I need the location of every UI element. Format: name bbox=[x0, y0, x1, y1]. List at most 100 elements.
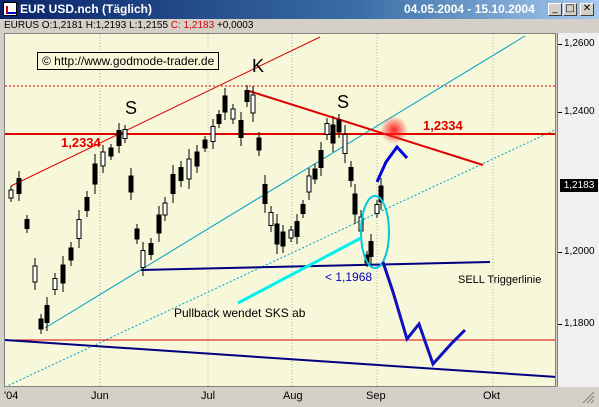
title-bar[interactable]: EUR USD.nch (Täglich) 04.05.2004 - 15.10… bbox=[0, 0, 599, 19]
candle-body bbox=[140, 250, 146, 268]
candle-body bbox=[128, 175, 134, 193]
pullback-label: Pullback wendet SKS ab bbox=[174, 306, 306, 320]
candle-body bbox=[186, 158, 192, 180]
neckline bbox=[140, 261, 491, 271]
candle-body bbox=[92, 163, 98, 185]
candle-body bbox=[60, 264, 66, 284]
xtick-label: Jun bbox=[91, 390, 109, 402]
close-value: C: 1,2183 bbox=[170, 20, 215, 31]
candle-body bbox=[76, 219, 82, 239]
candle-body bbox=[268, 212, 274, 226]
projection-up-arrow bbox=[375, 144, 409, 183]
price-axis: 1,2600 1,2400 1,2183 1,2000 1,1800 bbox=[557, 33, 599, 387]
candle-body bbox=[222, 95, 228, 113]
candle-body bbox=[330, 124, 336, 144]
ytick-label: 1,2600 bbox=[564, 38, 595, 49]
candle-body bbox=[178, 167, 184, 181]
candle-body bbox=[274, 223, 280, 245]
support-level-label: < 1,1968 bbox=[325, 270, 373, 284]
candle-body bbox=[280, 231, 286, 247]
candle-body bbox=[312, 168, 318, 180]
candle-body bbox=[378, 185, 384, 203]
xtick-label: Sep bbox=[366, 390, 386, 402]
ytick bbox=[558, 324, 562, 325]
xtick-label: Jul bbox=[201, 390, 216, 402]
candle-body bbox=[342, 134, 348, 154]
candle-body bbox=[52, 278, 58, 290]
resize-grip-icon[interactable] bbox=[580, 389, 595, 404]
candle-body bbox=[84, 197, 90, 211]
candle-body bbox=[44, 305, 50, 323]
candle-body bbox=[336, 119, 342, 133]
candle-body bbox=[262, 184, 268, 204]
shoulder-label-right: S bbox=[337, 92, 350, 112]
candle-body bbox=[288, 229, 294, 239]
candle-body bbox=[210, 126, 216, 142]
candle-body bbox=[16, 178, 22, 194]
symbol-label: EURUS bbox=[4, 20, 40, 31]
head-trendline bbox=[248, 90, 484, 166]
candle-body bbox=[216, 114, 222, 124]
candle-body bbox=[122, 129, 128, 139]
xtick-label: Aug bbox=[283, 390, 303, 402]
resistance-label-left: 1,2334 bbox=[61, 135, 101, 150]
head-label-k: K bbox=[252, 56, 265, 76]
ytick bbox=[558, 44, 562, 45]
candle-body bbox=[170, 174, 176, 194]
pullback-ellipse bbox=[360, 195, 390, 269]
ytick-label: 1,2400 bbox=[564, 106, 595, 117]
candle-body bbox=[244, 90, 250, 102]
candle-body bbox=[306, 175, 312, 193]
change-value: +0,0003 bbox=[216, 20, 254, 31]
candle-body bbox=[368, 241, 374, 257]
candle-body bbox=[148, 243, 154, 255]
quote-infobar: EURUS O:1,2181 H:1,2193 L:1,2155 C: 1,21… bbox=[4, 20, 253, 31]
candle-body bbox=[324, 123, 330, 135]
candle-body bbox=[250, 94, 256, 114]
current-price-tag: 1,2183 bbox=[560, 179, 598, 192]
candle-body bbox=[374, 204, 380, 214]
ohl-values: O:1,2181 H:1,2193 L:1,2155 bbox=[41, 20, 169, 31]
candle-body bbox=[238, 120, 244, 138]
date-axis: '04 Jun Jul Aug Sep Okt bbox=[4, 387, 556, 407]
sell-trigger-label: SELL Triggerlinie bbox=[458, 274, 542, 286]
maximize-button[interactable]: □ bbox=[563, 3, 577, 16]
window-title: EUR USD.nch (Täglich) bbox=[20, 2, 153, 16]
candle-body bbox=[348, 167, 354, 181]
long-trendline bbox=[5, 339, 555, 378]
candle-body bbox=[38, 318, 44, 330]
red-channel-line bbox=[10, 36, 321, 187]
resistance-label-right: 1,2334 bbox=[423, 118, 463, 133]
cyan-channel-lower bbox=[5, 129, 555, 386]
xtick-label: Okt bbox=[483, 390, 501, 402]
ytick-label: 1,1800 bbox=[564, 318, 595, 329]
candle-body bbox=[24, 219, 30, 229]
candle-body bbox=[100, 151, 106, 167]
candlestick-series bbox=[8, 85, 384, 334]
minimize-button[interactable]: _ bbox=[548, 3, 562, 16]
candle-body bbox=[256, 137, 262, 151]
cyan-channel-upper bbox=[44, 35, 526, 329]
copyright-box: © http://www.godmode-trader.de bbox=[37, 52, 220, 70]
candle-body bbox=[230, 108, 236, 120]
ytick bbox=[558, 252, 562, 253]
candle-body bbox=[318, 150, 324, 168]
candle-body bbox=[68, 247, 74, 261]
candle-body bbox=[202, 139, 208, 149]
date-range: 04.05.2004 - 15.10.2004 bbox=[404, 2, 535, 16]
price-chart[interactable]: © http://www.godmode-trader.de K S S 1,2… bbox=[4, 33, 556, 387]
breakout-highlight bbox=[380, 116, 408, 144]
candle-body bbox=[32, 265, 38, 283]
candle-body bbox=[194, 151, 200, 167]
candle-body bbox=[294, 221, 300, 237]
candle-body bbox=[352, 193, 358, 215]
candle-body bbox=[300, 204, 306, 214]
pullback-arrow bbox=[237, 236, 362, 305]
candle-body bbox=[8, 189, 14, 199]
ytick-label: 1,2000 bbox=[564, 246, 595, 257]
xtick-label: '04 bbox=[4, 390, 19, 402]
close-button[interactable]: ✕ bbox=[580, 3, 594, 16]
candle-body bbox=[156, 214, 162, 234]
shoulder-label-left: S bbox=[125, 98, 138, 118]
